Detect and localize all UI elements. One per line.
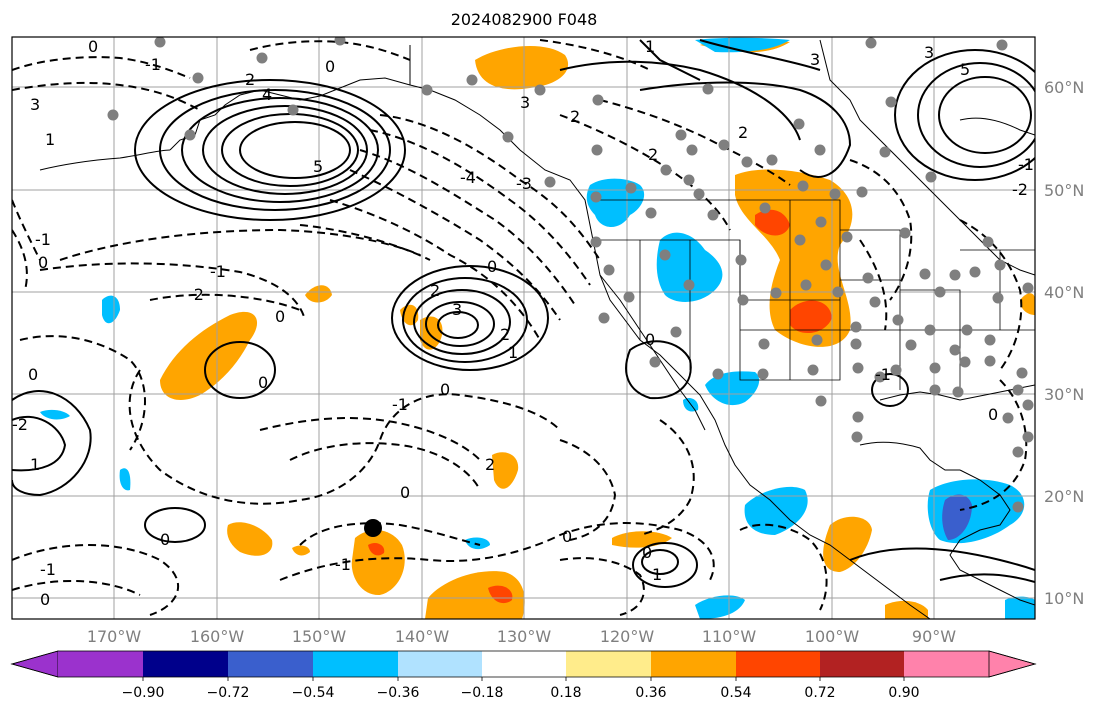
lat-label: 10°N: [1044, 589, 1084, 608]
colorbar-tick: −0.36: [377, 685, 420, 701]
colorbar-segment: [566, 651, 651, 677]
contour-label: 3: [452, 300, 462, 319]
contour-label: 1: [645, 37, 655, 56]
contour-label: -2: [188, 285, 204, 304]
contour-label: -1: [335, 555, 351, 574]
contour-label: 2: [430, 281, 440, 300]
lon-label: 110°W: [702, 627, 757, 646]
positive-contours: [12, 39, 1035, 588]
contour-label: 0: [275, 307, 285, 326]
contour-label: 2: [245, 70, 255, 89]
contour-label: -1: [145, 55, 161, 74]
lat-label: 50°N: [1044, 181, 1084, 200]
contour-label: 0: [642, 543, 652, 562]
colorbar-tick: −0.72: [207, 685, 250, 701]
contour-label: 1: [30, 455, 40, 474]
contour-label: 3: [30, 95, 40, 114]
colorbar-max-extension: [988, 650, 1037, 678]
station-markers: [107, 37, 1034, 513]
contour-label: -4: [460, 168, 476, 187]
contour-label: 3: [924, 43, 934, 62]
lon-label: 100°W: [805, 627, 860, 646]
contour-label: 2: [738, 123, 748, 142]
contour-label: 0: [258, 373, 268, 392]
colorbar: [10, 650, 1037, 678]
colorbar-tick: 0.54: [720, 685, 751, 701]
lon-label: 160°W: [190, 627, 245, 646]
lon-label: 150°W: [292, 627, 347, 646]
negative-contours: [12, 39, 1028, 616]
contour-label: 0: [988, 405, 998, 424]
contour-label: 0: [160, 530, 170, 549]
lat-label: 40°N: [1044, 283, 1084, 302]
colorbar-tick: 0.90: [888, 685, 919, 701]
colorbar-tick: −0.18: [461, 685, 504, 701]
contour-label: -1: [40, 560, 56, 579]
colorbar-segment: [58, 651, 143, 677]
colorbar-segment: [651, 651, 736, 677]
contour-label: 1: [45, 130, 55, 149]
colorbar-segment: [736, 651, 820, 677]
colorbar-tick: −0.54: [292, 685, 335, 701]
lon-label: 90°W: [912, 627, 956, 646]
contour-label: 2: [500, 325, 510, 344]
contour-label: 5: [313, 157, 323, 176]
contour-label: 0: [440, 380, 450, 399]
contour-labels: 0 3 5 4 5 -4 -3 3 2 2 2 1 0 -1 2 3 1 -1 …: [12, 37, 1034, 609]
colorbar-segment: [482, 651, 566, 677]
contour-label: 3: [810, 50, 820, 69]
lon-label: 140°W: [395, 627, 450, 646]
colorbar-segment: [313, 651, 398, 677]
point-marker: [364, 519, 382, 537]
plot-title: 2024082900 F048: [450, 10, 598, 29]
contour-label: -1: [392, 395, 408, 414]
colorbar-tick: 0.72: [804, 685, 835, 701]
contour-label: 5: [960, 60, 970, 79]
lon-label: 130°W: [497, 627, 552, 646]
contour-label: 0: [38, 253, 48, 272]
colorbar-tick: −0.90: [122, 685, 165, 701]
contour-label: 2: [648, 145, 658, 164]
lat-label: 30°N: [1044, 385, 1084, 404]
lon-label: 120°W: [600, 627, 655, 646]
contour-label: 1: [652, 565, 662, 584]
contour-label: 0: [325, 57, 335, 76]
contour-label: 0: [400, 483, 410, 502]
contour-label: 0: [28, 365, 38, 384]
contour-label: 2: [485, 455, 495, 474]
longitude-labels: 170°W 160°W 150°W 140°W 130°W 120°W 110°…: [87, 627, 956, 646]
lat-label: 20°N: [1044, 487, 1084, 506]
colorbar-tick: 0.36: [635, 685, 666, 701]
colorbar-min-extension: [10, 650, 59, 678]
colorbar-tick-labels: −0.90 −0.72 −0.54 −0.36 −0.18 0.18 0.36 …: [122, 685, 920, 701]
map-frame: [11, 36, 1036, 620]
contour-label: -2: [1012, 180, 1028, 199]
colorbar-tick: 0.18: [550, 685, 581, 701]
contour-label: -1: [35, 230, 51, 249]
latitude-labels: 60°N 50°N 40°N 30°N 20°N 10°N: [1044, 78, 1084, 608]
contour-label: -2: [12, 415, 28, 434]
contour-label: -1: [210, 262, 226, 281]
contour-label: 2: [570, 107, 580, 126]
contour-label: 0: [88, 37, 98, 56]
contour-label: -1: [1018, 155, 1034, 174]
contour-label: 4: [262, 85, 272, 104]
contour-label: 3: [520, 93, 530, 112]
contour-label: -3: [516, 174, 532, 193]
contour-label: 0: [40, 590, 50, 609]
lat-label: 60°N: [1044, 78, 1084, 97]
contour-label: 0: [487, 257, 497, 276]
colorbar-segment: [228, 651, 313, 677]
colorbar-ticks: [142, 677, 905, 681]
colorbar-segment: [820, 651, 904, 677]
colorbar-segment: [398, 651, 482, 677]
lon-label: 170°W: [87, 627, 142, 646]
contour-label: 1: [508, 343, 518, 362]
contour-label: -1: [875, 365, 891, 384]
contour-label: 0: [645, 330, 655, 349]
contour-label: 0: [562, 527, 572, 546]
colorbar-segment: [143, 651, 228, 677]
colorbar-segment: [904, 651, 989, 677]
